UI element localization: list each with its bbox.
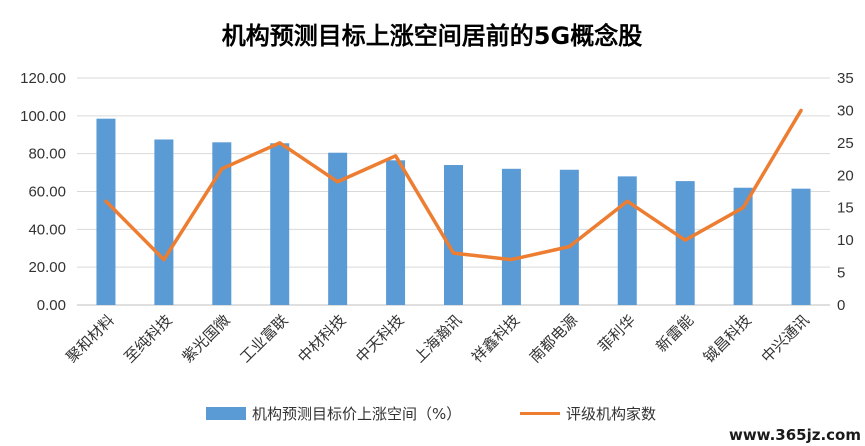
legend: 机构预测目标价上涨空间（%） 评级机构家数: [206, 405, 656, 423]
right-tick-label: 20: [837, 167, 854, 184]
legend-bar-label: 机构预测目标价上涨空间（%）: [252, 405, 461, 423]
bar: [675, 181, 695, 305]
category-label: 中兴通讯: [758, 311, 813, 366]
left-tick-label: 120.00: [20, 70, 66, 87]
bar: [501, 168, 521, 305]
left-tick-label: 40.00: [28, 221, 66, 238]
bar: [154, 139, 174, 305]
category-label: 紫光国微: [178, 311, 233, 366]
category-label: 上海瀚讯: [410, 311, 465, 366]
left-tick-label: 20.00: [28, 259, 66, 276]
legend-bar-swatch: [206, 407, 246, 420]
right-tick-label: 5: [837, 265, 845, 282]
bar: [444, 165, 463, 305]
bar: [617, 176, 637, 305]
category-label: 祥鑫科技: [468, 311, 523, 366]
watermark: www.365jz.com: [729, 426, 861, 444]
category-label: 工业富联: [236, 311, 291, 366]
bar-series: [96, 118, 811, 305]
right-tick-label: 25: [837, 135, 854, 152]
chart-title: 机构预测目标上涨空间居前的5G概念股: [222, 22, 642, 50]
right-tick-label: 0: [837, 297, 845, 314]
legend-line-label: 评级机构家数: [566, 405, 656, 423]
bar: [791, 188, 811, 305]
left-tick-label: 100.00: [20, 108, 66, 125]
category-label: 新雷能: [652, 311, 697, 356]
category-label: 菲利华: [595, 311, 640, 356]
right-tick-label: 35: [837, 70, 854, 87]
category-label: 至纯科技: [121, 311, 176, 366]
bar: [559, 169, 579, 305]
left-tick-label: 80.00: [28, 146, 66, 163]
bar: [96, 118, 116, 305]
right-tick-label: 30: [837, 102, 854, 119]
left-tick-label: 0.00: [37, 297, 66, 314]
bar: [733, 187, 753, 305]
category-label: 南都电源: [526, 311, 581, 366]
left-tick-label: 60.00: [28, 184, 66, 201]
category-label: 聚和材料: [63, 311, 118, 366]
line-series: [104, 108, 803, 262]
category-label: 铖昌科技: [700, 311, 755, 366]
bar: [328, 152, 348, 305]
category-label: 中材科技: [294, 311, 349, 366]
bar: [386, 160, 406, 305]
right-tick-label: 15: [837, 200, 854, 217]
left-axis: 0.00 20.00 40.00 60.00 80.00 100.00 120.00: [20, 70, 66, 314]
category-axis: 聚和材料 至纯科技 紫光国微 工业富联 中材科技 中天科技 上海瀚讯 祥鑫科技 南都电源 菲利华新…: [63, 311, 813, 366]
right-axis: 0 5 10 15 20 25 30 35: [837, 70, 854, 314]
right-tick-label: 10: [837, 232, 854, 249]
category-label: 中天科技: [352, 311, 407, 366]
bar: [212, 142, 232, 305]
bar: [270, 143, 290, 305]
